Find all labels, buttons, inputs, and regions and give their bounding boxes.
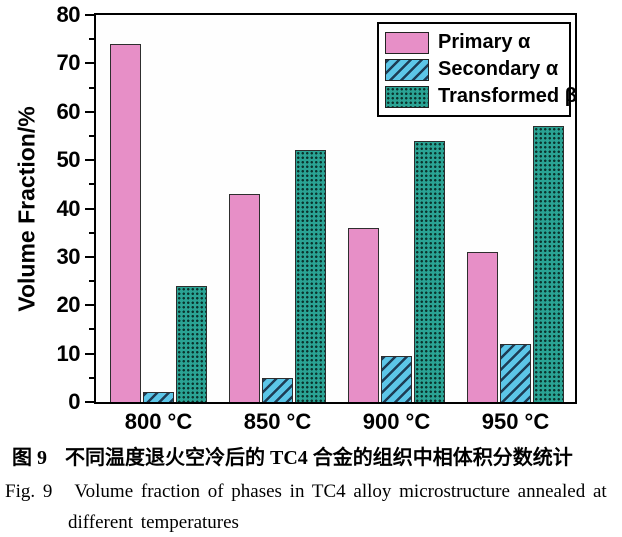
y-tick (85, 352, 94, 355)
y-tick (89, 86, 94, 89)
y-tick-label: 40 (56, 195, 81, 221)
bar-solid-900C (348, 227, 379, 402)
y-tick (89, 38, 94, 41)
legend-row: Transformed β (385, 83, 577, 110)
caption-cn-label: 图 9 (12, 447, 47, 469)
y-tick-label: 0 (68, 389, 80, 414)
legend-row: Primary α (385, 29, 563, 56)
bar-group-950C (467, 15, 564, 402)
bar-hatch-950C (500, 343, 531, 402)
y-tick (85, 110, 94, 113)
legend-label: Secondary α (438, 58, 559, 80)
y-tick (85, 207, 94, 210)
y-tick (85, 62, 94, 65)
y-axis: 0 10 20 30 40 50 60 70 80 (0, 2, 94, 414)
legend-label: Primary α (438, 31, 531, 53)
caption-cn-text: 不同温度退火空冷后的 TC4 合金的组织中相体积分数统计 (65, 447, 573, 469)
plot-area: Primary α Secondary α Transformed β (94, 13, 577, 404)
y-tick (85, 255, 94, 258)
y-tick-label: 80 (56, 2, 81, 27)
bar-dots-850C (295, 150, 326, 402)
y-tick-label: 20 (56, 292, 81, 318)
caption-en-label: Fig. 9 (5, 481, 53, 502)
caption-chinese: 图 9 不同温度退火空冷后的 TC4 合金的组织中相体积分数统计 (0, 441, 622, 470)
legend-row: Secondary α (385, 56, 563, 83)
figure-caption: 图 9 不同温度退火空冷后的 TC4 合金的组织中相体积分数统计 Fig. 9 … (0, 441, 622, 534)
x-tick-label: 950 °C (481, 409, 550, 434)
bar-hatch-800C (143, 392, 174, 402)
bar-dots-950C (533, 126, 564, 402)
bar-group-900C (348, 15, 445, 402)
bar-solid-850C (229, 194, 260, 402)
legend-swatch-hatch (385, 58, 429, 81)
y-tick-label: 50 (56, 147, 81, 173)
legend: Primary α Secondary α Transformed β (377, 22, 577, 117)
y-tick-label: 30 (56, 243, 81, 269)
x-tick-label: 800 °C (124, 409, 193, 434)
caption-en-text: Volume fraction of phases in TC4 alloy m… (74, 481, 607, 502)
bar-dots-800C (176, 285, 207, 402)
caption-english-cont: different temperatures (68, 512, 239, 533)
y-tick (85, 304, 94, 307)
bar-solid-950C (467, 252, 498, 402)
legend-swatch-solid (385, 31, 429, 54)
y-tick-label: 70 (56, 50, 81, 76)
y-axis-title: Volume Fraction/% (13, 106, 40, 312)
legend-label: Transformed β (438, 85, 577, 107)
y-tick (89, 231, 94, 234)
bar-hatch-900C (381, 356, 412, 402)
y-tick (89, 280, 94, 283)
bar-group-800C (110, 15, 207, 402)
y-tick (85, 14, 94, 16)
y-tick (89, 328, 94, 331)
caption-english: Fig. 9 Volume fraction of phases in TC4 … (0, 481, 622, 503)
x-tick-label: 900 °C (362, 409, 431, 434)
bar-dots-900C (414, 140, 445, 402)
y-tick (89, 376, 94, 379)
legend-swatch-dots (385, 85, 429, 108)
y-tick (89, 134, 94, 137)
bar-group-850C (229, 15, 326, 402)
x-axis-labels: 800 °C 850 °C 900 °C 950 °C (96, 409, 577, 435)
x-tick-label: 850 °C (243, 409, 312, 434)
bar-hatch-850C (262, 377, 293, 402)
y-tick (85, 159, 94, 162)
y-tick-label: 10 (56, 340, 81, 366)
y-tick (85, 401, 94, 403)
y-tick-label: 60 (56, 98, 81, 124)
y-tick (89, 183, 94, 186)
bar-solid-800C (110, 44, 141, 402)
